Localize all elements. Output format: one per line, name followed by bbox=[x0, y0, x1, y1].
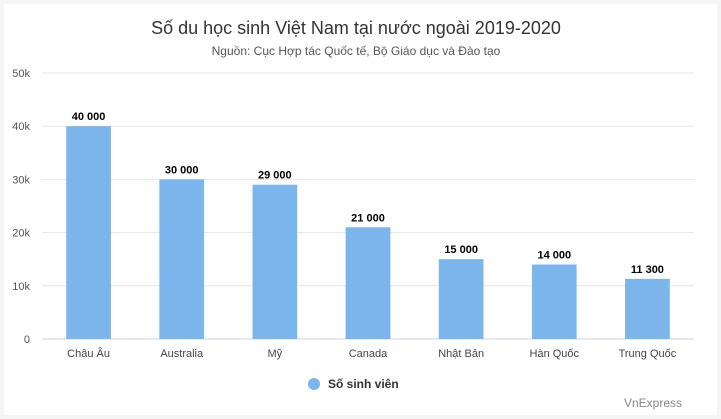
y-tick-label: 50k bbox=[12, 68, 30, 80]
x-axis: Châu Âu Australia Mỹ Canada Nhật Bản Hàn Quốc… bbox=[67, 347, 677, 360]
data-label: 15 000 bbox=[444, 244, 478, 256]
chart-subtitle: Nguồn: Cục Hợp tác Quốc tế, Bộ Giáo dục … bbox=[212, 44, 501, 58]
x-tick-label: Nhật Bản bbox=[438, 348, 484, 360]
data-label: 11 300 bbox=[631, 264, 664, 276]
y-tick-label: 40k bbox=[12, 121, 30, 133]
bar[interactable] bbox=[625, 278, 670, 339]
credit-text[interactable]: VnExpress bbox=[624, 396, 682, 410]
chart-title: Số du học sinh Việt Nam tại nước ngoài 2… bbox=[151, 18, 561, 38]
chart-frame: Số du học sinh Việt Nam tại nước ngoài 2… bbox=[4, 4, 717, 415]
bar-chart: Số du học sinh Việt Nam tại nước ngoài 2… bbox=[12, 18, 694, 410]
legend-marker[interactable] bbox=[308, 378, 320, 390]
y-tick-label: 10k bbox=[12, 281, 30, 293]
y-tick-label: 30k bbox=[12, 174, 30, 186]
data-label: 21 000 bbox=[351, 212, 385, 224]
x-tick-label: Canada bbox=[349, 348, 388, 360]
bar[interactable] bbox=[159, 179, 205, 339]
x-tick-label: Australia bbox=[160, 348, 204, 360]
legend[interactable]: Số sinh viên bbox=[308, 377, 399, 391]
bar[interactable] bbox=[531, 264, 577, 339]
bar[interactable] bbox=[66, 126, 111, 339]
data-label: 14 000 bbox=[537, 250, 571, 262]
data-label: 40 000 bbox=[72, 111, 106, 123]
bar[interactable] bbox=[345, 227, 391, 339]
x-tick-label: Hàn Quốc bbox=[530, 348, 580, 360]
x-tick-label: Châu Âu bbox=[67, 347, 110, 360]
data-label: 30 000 bbox=[165, 164, 199, 176]
y-axis: 0 10k 20k 30k 40k 50k bbox=[12, 68, 30, 346]
x-tick-label: Mỹ bbox=[268, 348, 283, 360]
x-tick-label: Trung Quốc bbox=[619, 348, 677, 360]
y-tick-label: 0 bbox=[24, 334, 30, 346]
bar[interactable] bbox=[252, 184, 298, 339]
bar[interactable] bbox=[438, 259, 484, 339]
bars: 40 000 30 000 29 000 21 000 15 000 14 000 11 3… bbox=[66, 111, 670, 339]
data-label: 29 000 bbox=[258, 170, 292, 182]
y-tick-label: 20k bbox=[12, 228, 30, 240]
legend-label[interactable]: Số sinh viên bbox=[328, 377, 399, 391]
